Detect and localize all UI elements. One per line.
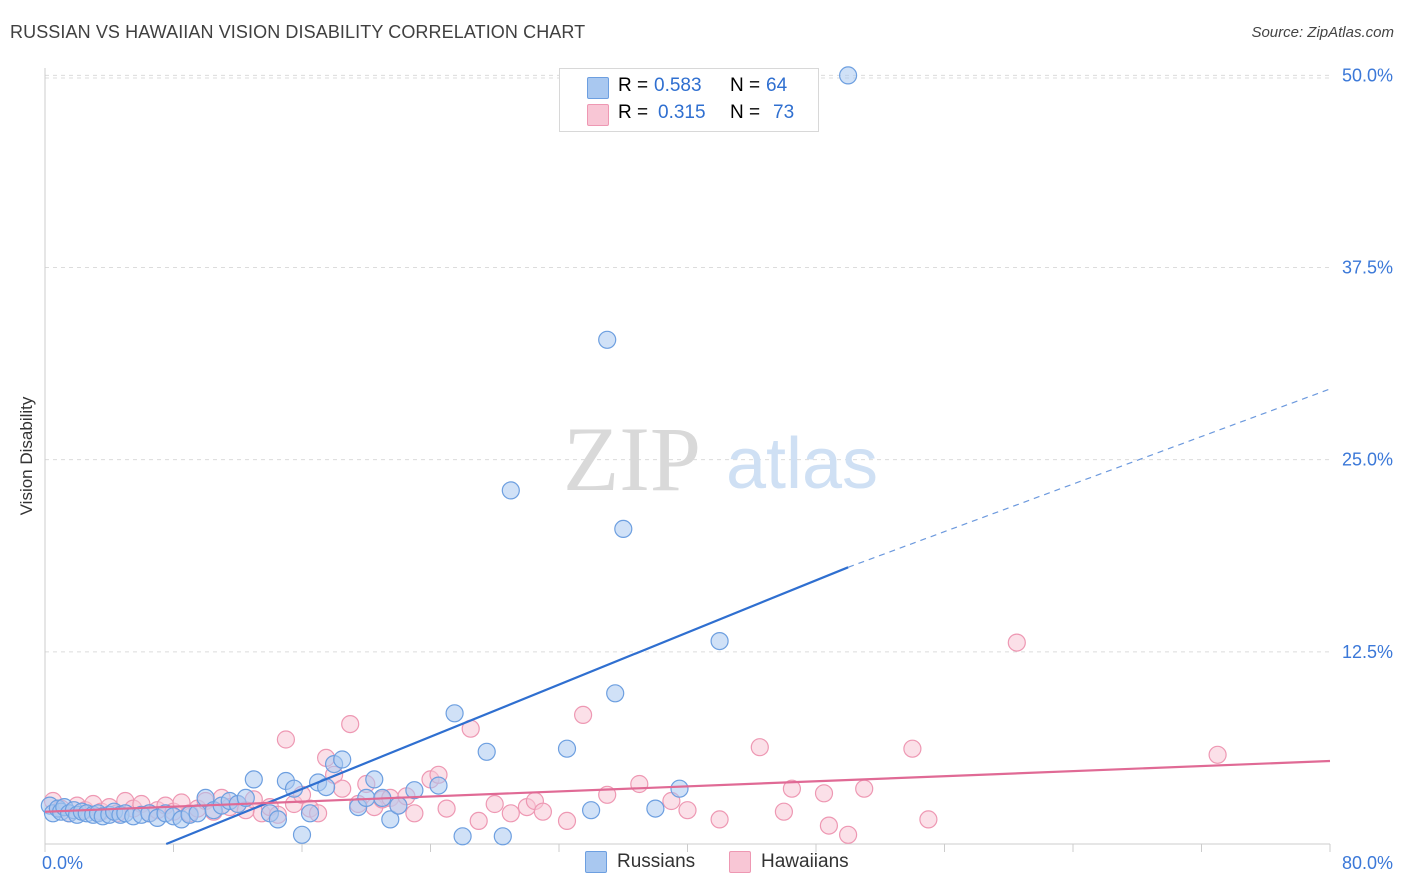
hawaiians-trend-line: [44, 759, 1331, 813]
y-tick-labels: 12.5% 25.0% 37.5% 50.0%: [1342, 65, 1393, 661]
hawaiians-point: [782, 779, 802, 798]
legend-item-hawaiians[interactable]: Hawaiians: [729, 851, 849, 873]
russians-point: [598, 330, 617, 349]
series-legend: Russians Hawaiians: [0, 851, 1406, 879]
hawaiians-point: [533, 802, 553, 821]
russians-point: [300, 804, 320, 823]
watermark-zip: ZIP: [563, 408, 701, 510]
hawaiians-point: [573, 705, 593, 725]
russians-point: [581, 801, 601, 820]
russians-point: [453, 827, 472, 846]
legend-swatch-hawaiians: [587, 104, 609, 126]
x-tick-label: 80.0%: [1342, 853, 1393, 873]
legend-r-label: R =: [618, 75, 649, 96]
hawaiians-point: [485, 794, 504, 814]
watermark: ZIP atlas: [563, 408, 878, 510]
russians-point: [477, 742, 496, 761]
hawaiians-point: [819, 816, 839, 835]
russians-point: [445, 704, 464, 723]
y-tick-label: 50.0%: [1342, 65, 1393, 85]
watermark-atlas: atlas: [726, 424, 878, 504]
legend-r-label: R =: [618, 102, 649, 123]
russians-point: [838, 66, 858, 85]
legend-n-value: 64: [766, 75, 788, 96]
russians-point: [268, 810, 287, 829]
russians-point: [606, 684, 625, 703]
legend-swatch-hawaiians: [729, 851, 751, 873]
hawaiians-point: [405, 804, 424, 823]
hawaiians-point: [903, 739, 922, 758]
legend-r-value: 0.315: [658, 102, 706, 123]
russians-point: [646, 799, 665, 818]
hawaiians-point: [750, 738, 769, 757]
source-label: Source: ZipAtlas.com: [1251, 24, 1394, 41]
hawaiians-point: [630, 774, 649, 794]
y-tick-label: 37.5%: [1342, 258, 1393, 278]
hawaiians-point: [469, 811, 488, 831]
russians-point: [710, 631, 729, 651]
hawaiians-point: [341, 714, 360, 734]
russians-point: [365, 770, 384, 789]
hawaiians-point: [919, 810, 938, 829]
legend-label-hawaiians: Hawaiians: [761, 851, 849, 872]
chart-title: RUSSIAN VS HAWAIIAN VISION DISABILITY CO…: [10, 22, 586, 42]
trend-lines: [44, 388, 1331, 846]
legend-n-label: N =: [730, 102, 761, 123]
russians-point: [381, 810, 400, 829]
y-tick-label: 25.0%: [1342, 450, 1393, 470]
russians-point: [670, 779, 689, 798]
grid-lines: [45, 74, 1330, 653]
russians-point: [188, 804, 207, 823]
hawaiians-point: [838, 825, 858, 844]
hawaiians-point: [276, 730, 295, 749]
russians-point: [429, 776, 448, 795]
legend-item-russians[interactable]: Russians: [585, 851, 695, 873]
legend-n-label: N =: [730, 75, 761, 96]
hawaiians-point: [710, 810, 729, 829]
hawaiians-point: [333, 779, 352, 798]
hawaiians-point: [1007, 633, 1026, 652]
russians-point: [244, 770, 263, 789]
legend-label-russians: Russians: [617, 851, 696, 872]
russians-trend-extension: [847, 388, 1331, 568]
russians-point: [501, 481, 520, 500]
russians-point: [333, 750, 352, 769]
x-tick-label: 0.0%: [42, 853, 83, 873]
hawaiians-point: [557, 811, 577, 831]
y-axis-label: Vision Disability: [17, 396, 36, 515]
russians-point: [614, 519, 633, 539]
axes: [44, 68, 1331, 852]
russians-point: [236, 788, 255, 808]
hawaiians-point: [501, 804, 520, 823]
hawaiians-point: [678, 801, 697, 820]
russians-point: [389, 796, 408, 815]
x-tick-labels: 0.0% 80.0%: [42, 853, 1393, 873]
legend-swatch-russians: [585, 851, 607, 873]
russians-trend-line: [165, 566, 849, 846]
stats-legend: R = 0.583 N = 64 R = 0.315 N = 73: [559, 68, 819, 132]
russians-point: [292, 825, 312, 844]
legend-swatch-russians: [587, 77, 609, 99]
hawaiians-point: [774, 802, 794, 821]
hawaiians-point: [855, 779, 874, 798]
legend-r-value: 0.583: [654, 75, 702, 96]
hawaiians-point: [1208, 745, 1227, 764]
russians-point: [405, 781, 424, 800]
hawaiians-point: [437, 799, 456, 818]
hawaiians-point: [814, 784, 834, 803]
russians-point: [557, 739, 577, 758]
y-tick-label: 12.5%: [1342, 642, 1393, 662]
russians-point: [493, 827, 512, 846]
legend-n-value: 73: [773, 102, 795, 123]
